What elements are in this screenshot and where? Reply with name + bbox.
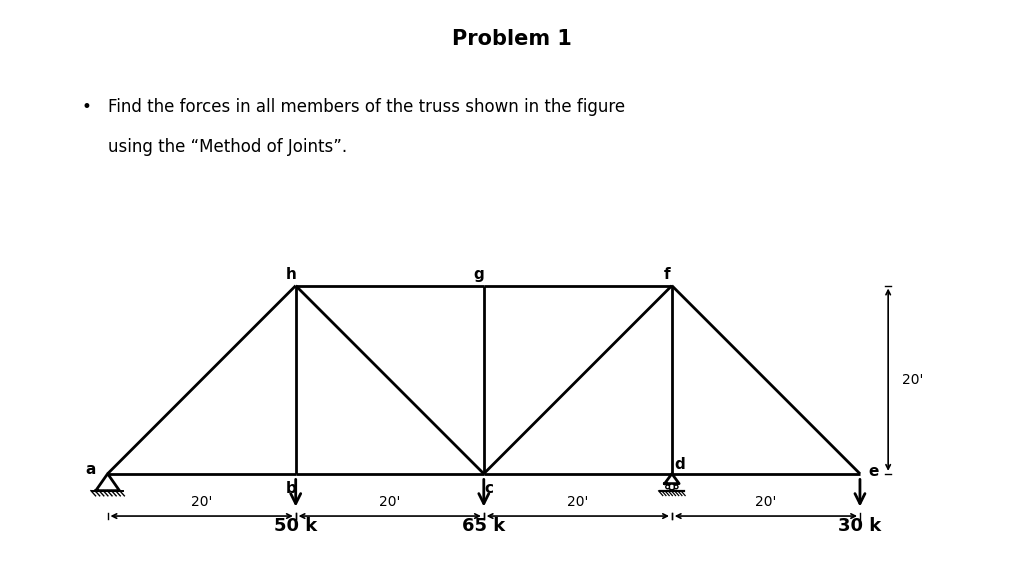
Text: •: • [82,98,92,116]
Text: 50 k: 50 k [274,517,317,535]
Text: a: a [86,461,96,476]
Text: c: c [484,482,493,497]
Text: 20': 20' [379,495,400,509]
Circle shape [674,485,678,489]
Text: d: d [674,457,685,472]
Text: Problem 1: Problem 1 [452,29,572,49]
Text: using the “Method of Joints”.: using the “Method of Joints”. [108,138,347,156]
Text: Find the forces in all members of the truss shown in the figure: Find the forces in all members of the tr… [108,98,625,116]
Text: 20': 20' [567,495,589,509]
Circle shape [666,485,670,489]
Circle shape [669,484,675,490]
Text: e: e [869,464,880,479]
Text: 20': 20' [902,373,924,386]
Text: 65 k: 65 k [462,517,506,535]
Text: g: g [474,267,484,282]
Text: 20': 20' [756,495,776,509]
Text: 20': 20' [191,495,212,509]
Text: f: f [664,267,671,282]
Text: b: b [286,482,296,497]
Text: h: h [286,267,296,282]
Text: 30 k: 30 k [839,517,882,535]
